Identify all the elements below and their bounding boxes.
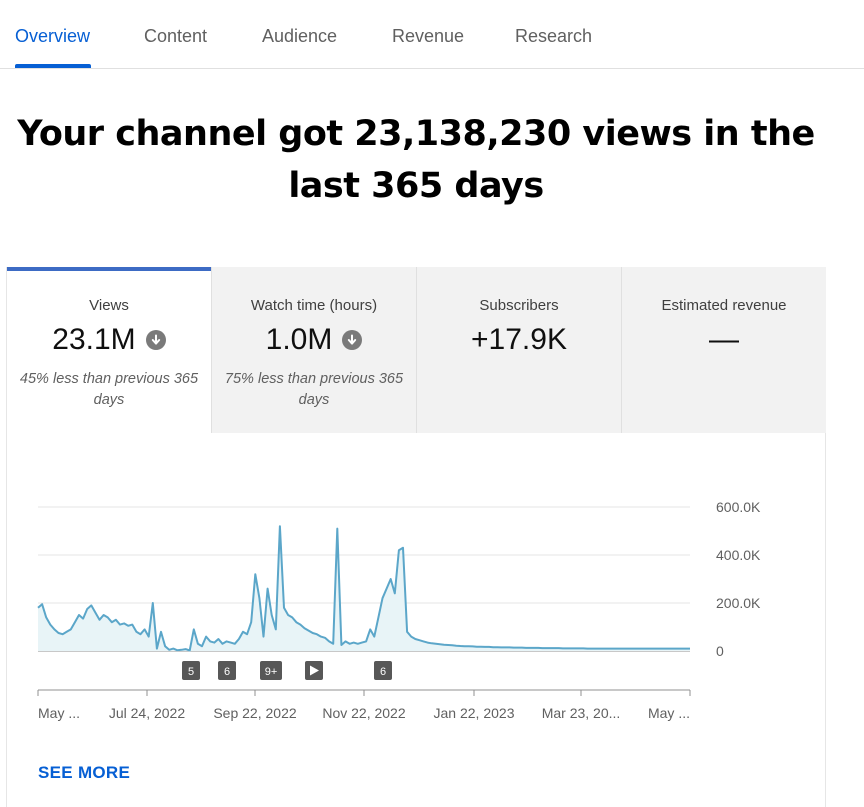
metric-value: 1.0M xyxy=(265,323,333,356)
x-tick-label: Nov 22, 2022 xyxy=(322,705,405,721)
metric-value-row: +17.9K xyxy=(417,323,621,357)
metric-tab-watch-time[interactable]: Watch time (hours) 1.0M 75% less than pr… xyxy=(211,267,416,433)
event-count-marker xyxy=(374,661,392,680)
overview-card: Views 23.1M 45% less than previous 365 d… xyxy=(6,267,826,807)
x-tick-label: May ... xyxy=(648,705,690,721)
metric-value: +17.9K xyxy=(471,323,567,356)
event-count-marker xyxy=(182,661,200,680)
see-more-link[interactable]: SEE MORE xyxy=(38,763,131,782)
page-headline: Your channel got 23,138,230 views in the… xyxy=(0,108,832,212)
metric-value: 23.1M xyxy=(52,323,136,356)
tab-revenue[interactable]: Revenue xyxy=(392,26,465,46)
metric-value-row: 1.0M xyxy=(212,323,416,357)
down-arrow-circle-icon xyxy=(145,330,166,350)
metric-tab-estimated-revenue[interactable]: Estimated revenue — xyxy=(621,267,826,433)
selected-metric-bar xyxy=(7,267,211,271)
marker-label: 6 xyxy=(224,666,230,678)
metric-value-row: — xyxy=(622,323,826,357)
metric-value: — xyxy=(709,323,739,356)
metric-tab-views[interactable]: Views 23.1M 45% less than previous 365 d… xyxy=(7,267,211,433)
x-tick-label: Mar 23, 20... xyxy=(542,705,621,721)
metric-label: Watch time (hours) xyxy=(250,297,378,314)
marker-label: 5 xyxy=(188,666,194,678)
x-tick-label: Jul 24, 2022 xyxy=(109,705,185,721)
metric-label: Estimated revenue xyxy=(661,297,787,314)
metric-tabs: Views 23.1M 45% less than previous 365 d… xyxy=(7,267,826,433)
marker-label: 9+ xyxy=(265,666,278,678)
tab-research[interactable]: Research xyxy=(515,26,593,46)
marker-label: 6 xyxy=(380,666,386,678)
y-tick-label: 200.0K xyxy=(716,595,761,611)
tab-overview[interactable]: Overview xyxy=(15,26,91,46)
series-line xyxy=(37,525,690,652)
x-tick-label: Sep 22, 2022 xyxy=(213,705,297,721)
x-tick-label: Jan 22, 2023 xyxy=(434,705,515,721)
y-tick-label: 0 xyxy=(716,643,724,659)
y-tick-label: 400.0K xyxy=(716,547,761,563)
play-icon xyxy=(310,665,319,676)
headline-line-1: Your channel got 23,138,230 views in the xyxy=(17,114,815,154)
metric-value-row: 23.1M xyxy=(7,323,211,357)
metric-label: Subscribers xyxy=(479,297,559,314)
y-tick-label: 600.0K xyxy=(716,499,761,515)
headline-line-2: last 365 days xyxy=(288,166,544,206)
tab-content[interactable]: Content xyxy=(144,26,208,46)
metric-label: Views xyxy=(89,297,129,314)
series-area xyxy=(38,526,690,651)
event-count-marker xyxy=(218,661,236,680)
tab-audience[interactable]: Audience xyxy=(262,26,338,46)
x-tick-label: May ... xyxy=(38,705,80,721)
event-count-marker xyxy=(260,661,282,680)
metric-comparison-note: 75% less than previous 365 days xyxy=(224,371,404,408)
down-arrow-circle-icon xyxy=(342,330,363,350)
analytics-tab-bar: Overview Content Audience Revenue Resear… xyxy=(0,0,864,69)
metric-comparison-note: 45% less than previous 365 days xyxy=(19,371,199,408)
metric-tab-subscribers[interactable]: Subscribers +17.9K xyxy=(416,267,621,433)
active-tab-indicator xyxy=(15,64,91,68)
